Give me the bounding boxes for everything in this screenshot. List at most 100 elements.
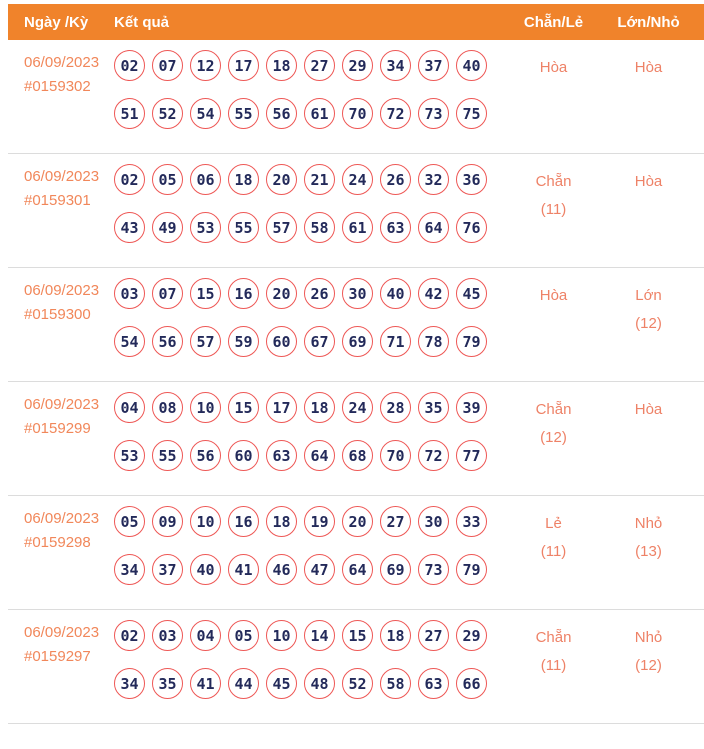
number-ball: 03 <box>114 278 145 309</box>
draw-date: 06/09/2023 <box>24 510 100 527</box>
number-ball: 29 <box>342 50 373 81</box>
number-ball: 41 <box>228 554 259 585</box>
number-ball: 12 <box>190 50 221 81</box>
numbers-line-2: 43 49 53 55 57 58 61 63 64 76 <box>114 212 506 243</box>
number-ball: 51 <box>114 98 145 129</box>
number-ball: 75 <box>456 98 487 129</box>
number-ball: 17 <box>266 392 297 423</box>
numbers-line-2: 34 35 41 44 45 48 52 58 63 66 <box>114 668 506 699</box>
number-ball: 72 <box>380 98 411 129</box>
chan-le-label: Chẵn <box>535 629 572 646</box>
number-ball: 52 <box>342 668 373 699</box>
numbers-line-1: 02 05 06 18 20 21 24 26 32 36 <box>114 164 506 195</box>
lon-nho-count: (12) <box>635 315 662 332</box>
number-ball: 37 <box>418 50 449 81</box>
number-ball: 14 <box>304 620 335 651</box>
numbers-line-1: 02 07 12 17 18 27 29 34 37 40 <box>114 50 506 81</box>
number-ball: 56 <box>190 440 221 471</box>
number-ball: 55 <box>228 212 259 243</box>
number-ball: 55 <box>228 98 259 129</box>
number-ball: 20 <box>266 164 297 195</box>
chan-le-count: (11) <box>540 657 567 674</box>
lon-nho-label: Lớn <box>635 287 662 304</box>
number-ball: 07 <box>152 50 183 81</box>
date-cell: 06/09/2023 #0159301 <box>8 154 114 267</box>
numbers-line-2: 53 55 56 60 63 64 68 70 72 77 <box>114 440 506 471</box>
number-ball: 70 <box>380 440 411 471</box>
chan-le-label: Hòa <box>539 287 568 304</box>
number-ball: 18 <box>266 506 297 537</box>
number-ball: 36 <box>456 164 487 195</box>
number-ball: 24 <box>342 164 373 195</box>
number-ball: 61 <box>342 212 373 243</box>
result-row: 06/09/2023 #0159300 03 07 15 16 20 26 30 40 42 45… <box>8 268 704 382</box>
number-ball: 55 <box>152 440 183 471</box>
number-ball: 08 <box>152 392 183 423</box>
number-ball: 58 <box>304 212 335 243</box>
number-ball: 26 <box>304 278 335 309</box>
number-ball: 02 <box>114 50 145 81</box>
number-ball: 57 <box>266 212 297 243</box>
date-cell: 06/09/2023 #0159299 <box>8 382 114 495</box>
number-ball: 02 <box>114 164 145 195</box>
number-ball: 41 <box>190 668 221 699</box>
number-ball: 53 <box>114 440 145 471</box>
lon-nho-label: Hòa <box>634 173 663 190</box>
number-ball: 27 <box>418 620 449 651</box>
number-ball: 34 <box>114 668 145 699</box>
numbers-line-2: 54 56 57 59 60 67 69 71 78 79 <box>114 326 506 357</box>
number-ball: 34 <box>114 554 145 585</box>
number-ball: 63 <box>380 212 411 243</box>
number-ball: 19 <box>304 506 335 537</box>
number-ball: 73 <box>418 98 449 129</box>
lon-nho-label: Hòa <box>634 401 663 418</box>
number-ball: 09 <box>152 506 183 537</box>
numbers-line-2: 34 37 40 41 46 47 64 69 73 79 <box>114 554 506 585</box>
number-ball: 33 <box>456 506 487 537</box>
number-ball: 61 <box>304 98 335 129</box>
draw-id: #0159299 <box>24 420 91 437</box>
number-ball: 16 <box>228 278 259 309</box>
draw-date: 06/09/2023 <box>24 624 100 641</box>
number-ball: 30 <box>418 506 449 537</box>
numbers-cell: 02 03 04 05 10 14 15 18 27 29 34 35 41 44 45 48 52 58 63 6… <box>114 610 506 723</box>
number-ball: 05 <box>152 164 183 195</box>
draw-date: 06/09/2023 <box>24 54 100 71</box>
number-ball: 18 <box>380 620 411 651</box>
chan-le-cell: Chẵn (11) <box>506 154 601 267</box>
draw-id: #0159298 <box>24 534 91 551</box>
table-header: Ngày /Kỳ Kết quả Chẵn/Lẻ Lớn/Nhỏ <box>8 4 704 40</box>
lon-nho-count: (13) <box>635 543 662 560</box>
header-result-column: Kết quả <box>114 13 170 31</box>
number-ball: 68 <box>342 440 373 471</box>
number-ball: 04 <box>190 620 221 651</box>
number-ball: 26 <box>380 164 411 195</box>
number-ball: 60 <box>266 326 297 357</box>
date-cell: 06/09/2023 #0159300 <box>8 268 114 381</box>
number-ball: 18 <box>228 164 259 195</box>
number-ball: 72 <box>418 440 449 471</box>
draw-date: 06/09/2023 <box>24 168 100 185</box>
number-ball: 39 <box>456 392 487 423</box>
number-ball: 67 <box>304 326 335 357</box>
number-ball: 52 <box>152 98 183 129</box>
number-ball: 64 <box>418 212 449 243</box>
number-ball: 76 <box>456 212 487 243</box>
number-ball: 69 <box>380 554 411 585</box>
number-ball: 05 <box>114 506 145 537</box>
number-ball: 42 <box>418 278 449 309</box>
header-chan-le-column: Chẵn/Lẻ <box>523 13 584 31</box>
number-ball: 06 <box>190 164 221 195</box>
chan-le-label: Lẻ <box>545 515 562 532</box>
lon-nho-label: Nhỏ <box>634 629 663 646</box>
number-ball: 24 <box>342 392 373 423</box>
numbers-cell: 02 07 12 17 18 27 29 34 37 40 51 52 54 55 56 61 70 72 73 7… <box>114 40 506 153</box>
number-ball: 15 <box>228 392 259 423</box>
number-ball: 70 <box>342 98 373 129</box>
draw-id: #0159300 <box>24 306 91 323</box>
chan-le-count: (11) <box>540 543 567 560</box>
number-ball: 20 <box>266 278 297 309</box>
number-ball: 20 <box>342 506 373 537</box>
number-ball: 54 <box>190 98 221 129</box>
number-ball: 45 <box>456 278 487 309</box>
